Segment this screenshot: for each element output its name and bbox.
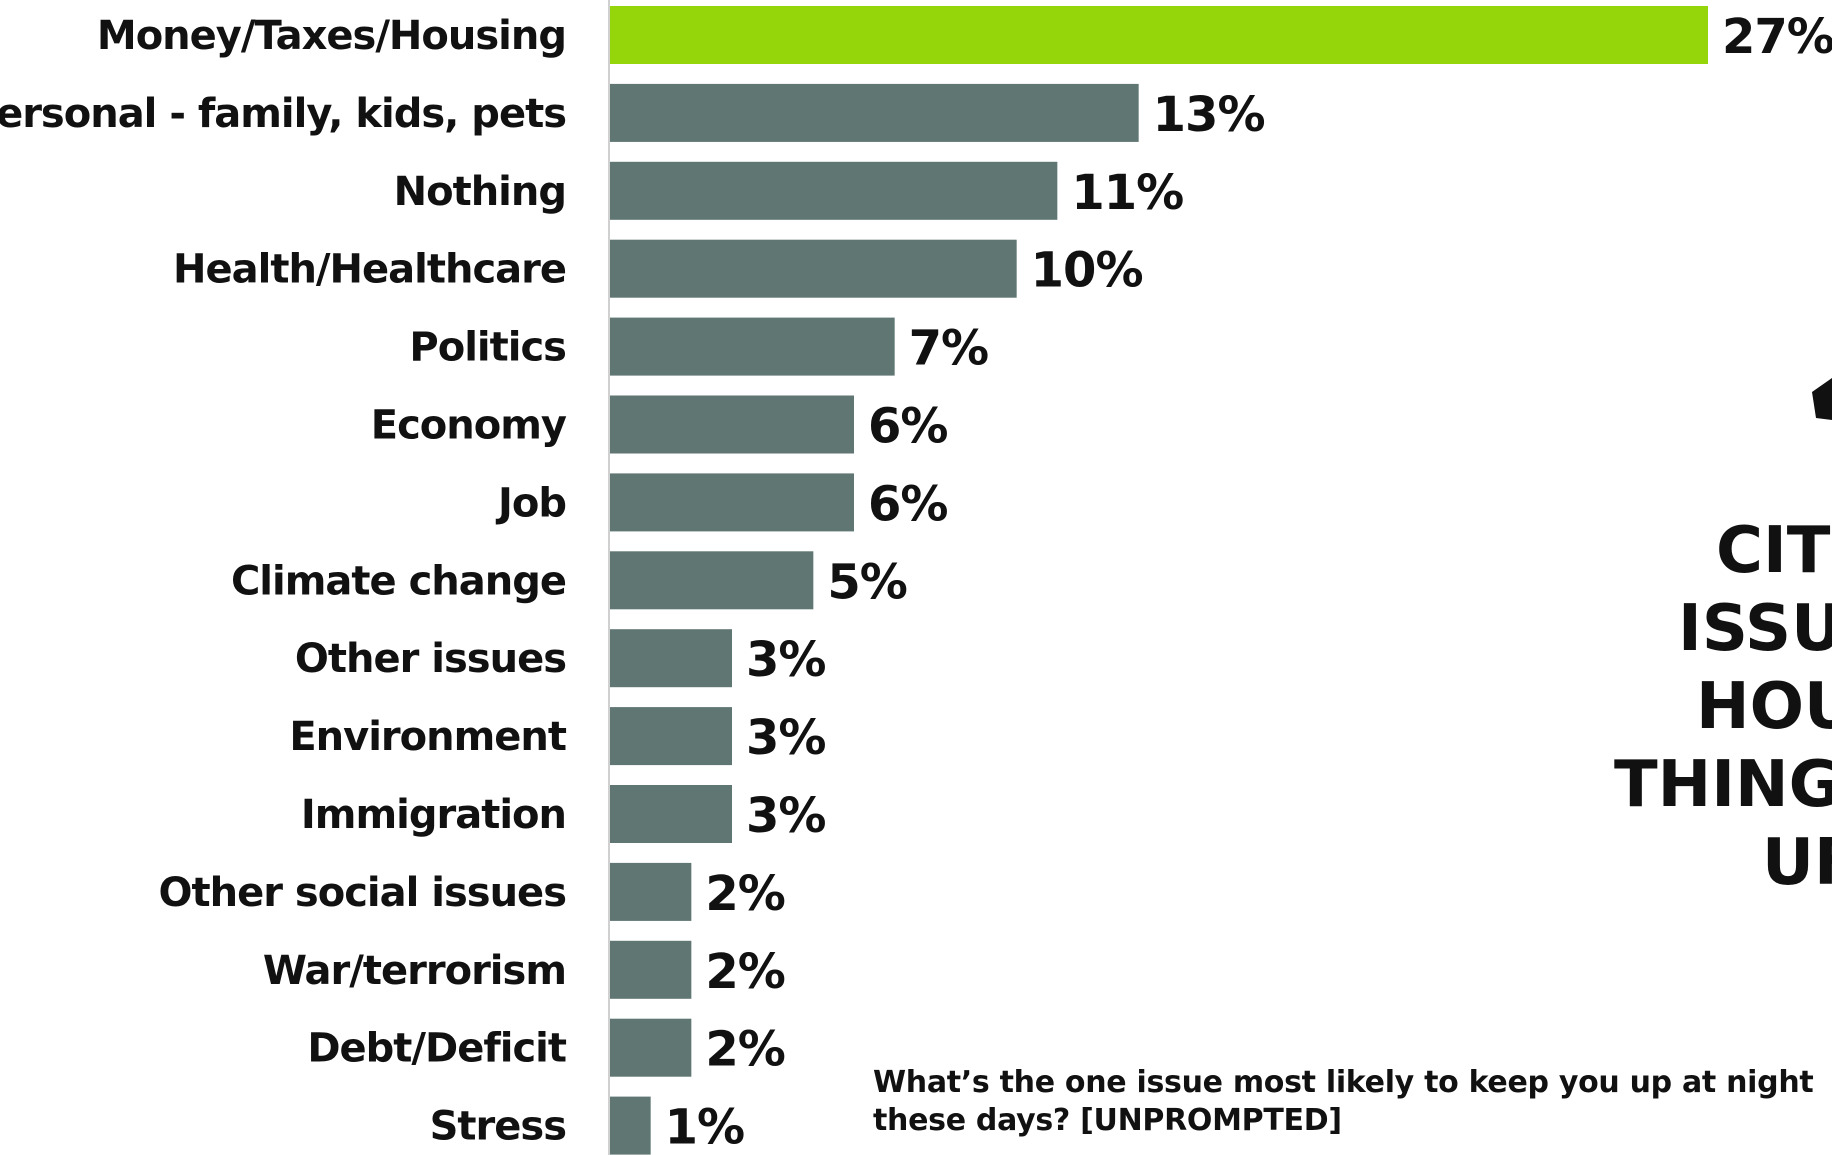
value-label-other-social-issues: 2% [705,866,785,922]
category-label-immigration: Immigration [301,792,566,838]
value-labels: 27%13%11%10%7%6%6%5%3%3%3%2%2%2%1% [665,9,1832,1155]
category-label-environment: Environment [289,714,567,760]
value-label-immigration: 3% [746,788,826,844]
question-line-2: these days? [UNPROMPTED] [873,1103,1342,1138]
category-label-health-healthcare: Health/Healthcare [173,247,566,293]
category-label-politics: Politics [409,325,566,371]
value-label-environment: 3% [746,710,826,766]
callout-line-5: UF [1762,826,1832,900]
value-label-job: 6% [868,476,948,532]
category-label-economy: Economy [371,403,567,449]
value-label-personal-family-kids-pets: 13% [1153,87,1265,143]
callout-line-4: THING [1614,748,1832,822]
value-label-health-healthcare: 10% [1031,243,1143,299]
category-label-personal-family-kids-pets: Personal - family, kids, pets [0,91,566,137]
category-label-job: Job [495,480,566,526]
bar-debt-deficit [610,1018,692,1077]
category-label-debt-deficit: Debt/Deficit [307,1026,567,1072]
value-label-climate-change: 5% [827,554,907,610]
value-label-economy: 6% [868,399,948,455]
value-label-politics: 7% [909,321,989,377]
bar-other-social-issues [610,862,692,921]
side-callout: CITEISSUIHOUTHINGUF [1614,378,1832,900]
callout-line-3: HOU [1696,670,1832,744]
category-label-climate-change: Climate change [231,558,566,604]
survey-question: What’s the one issue most likely to keep… [873,1064,1814,1140]
bar-job [610,473,854,532]
callout-line-1: CITE [1716,514,1832,588]
bar-immigration [610,785,732,843]
bar-war-terrorism [610,940,692,999]
bars-layer [610,6,1708,1155]
value-label-nothing: 11% [1071,165,1183,221]
bar-other-issues [610,629,732,688]
callout-line-2: ISSUI [1678,592,1832,666]
category-label-war-terrorism: War/terrorism [263,948,566,994]
bar-environment [610,707,732,766]
question-line-1: What’s the one issue most likely to keep… [873,1065,1814,1100]
value-label-money-taxes-housing: 27% [1722,9,1832,65]
category-label-nothing: Nothing [394,169,566,215]
bar-economy [610,395,854,454]
value-label-war-terrorism: 2% [705,944,785,1000]
value-label-stress: 1% [665,1100,745,1155]
bar-stress [610,1096,651,1155]
bar-money-taxes-housing [610,6,1708,64]
category-label-money-taxes-housing: Money/Taxes/Housing [97,13,566,59]
category-label-stress: Stress [430,1104,566,1150]
category-labels: Money/Taxes/Housing Personal - family, ki… [0,13,568,1150]
bar-personal-family-kids-pets [610,83,1139,142]
category-label-other-issues: Other issues [295,636,566,682]
category-label-other-social-issues: Other social issues [159,870,566,916]
callout-number-fragment [1812,378,1832,420]
value-label-other-issues: 3% [746,632,826,688]
bar-health-healthcare [610,239,1017,298]
value-label-debt-deficit: 2% [705,1022,785,1078]
bar-nothing [610,161,1058,220]
bar-politics [610,317,895,376]
bar-climate-change [610,551,814,610]
